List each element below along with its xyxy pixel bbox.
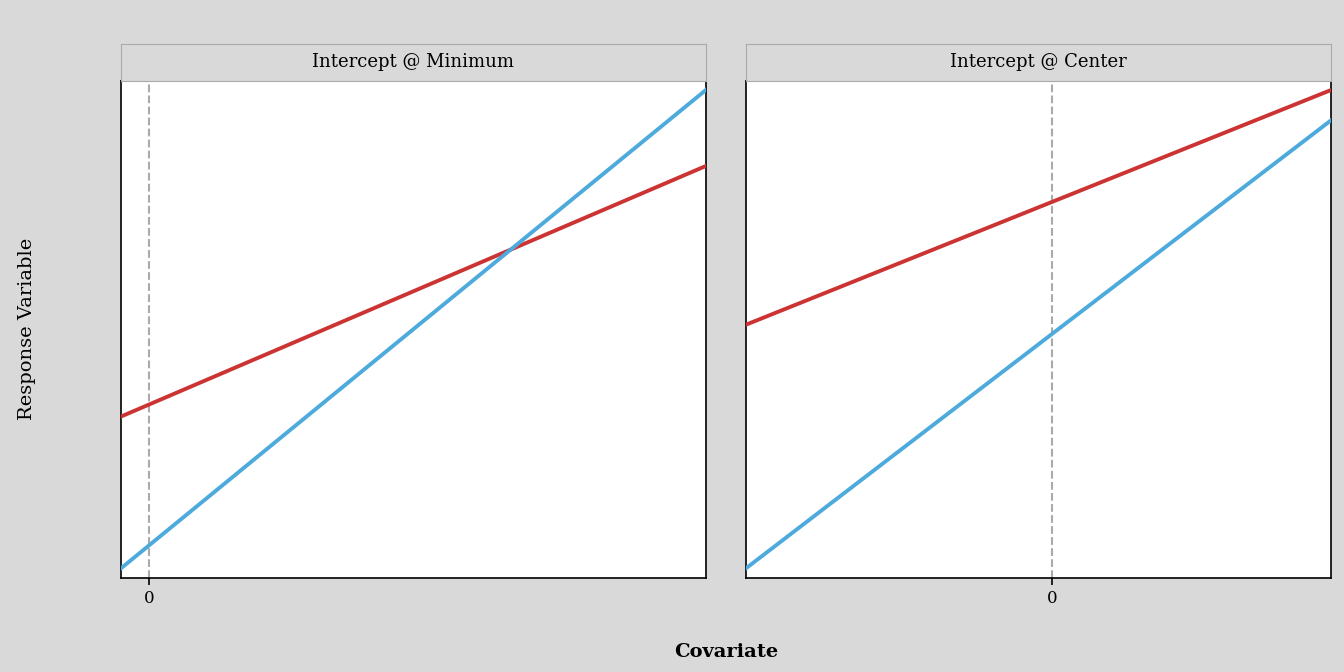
Text: Intercept @ Center: Intercept @ Center [950, 53, 1126, 71]
Text: Response Variable: Response Variable [17, 238, 36, 421]
Text: Intercept @ Minimum: Intercept @ Minimum [312, 53, 515, 71]
Text: Covariate: Covariate [673, 643, 778, 661]
